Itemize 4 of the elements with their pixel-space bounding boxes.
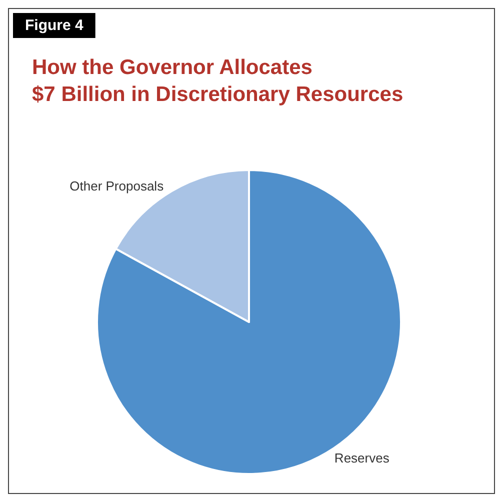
slice-label: Reserves <box>334 450 390 466</box>
caption: Figure 4 <box>25 17 84 34</box>
slice-label: Other Proposals <box>70 178 164 194</box>
chart-title: How the Governor Allocates $7 Billion in Discretionary Resources <box>32 56 404 106</box>
